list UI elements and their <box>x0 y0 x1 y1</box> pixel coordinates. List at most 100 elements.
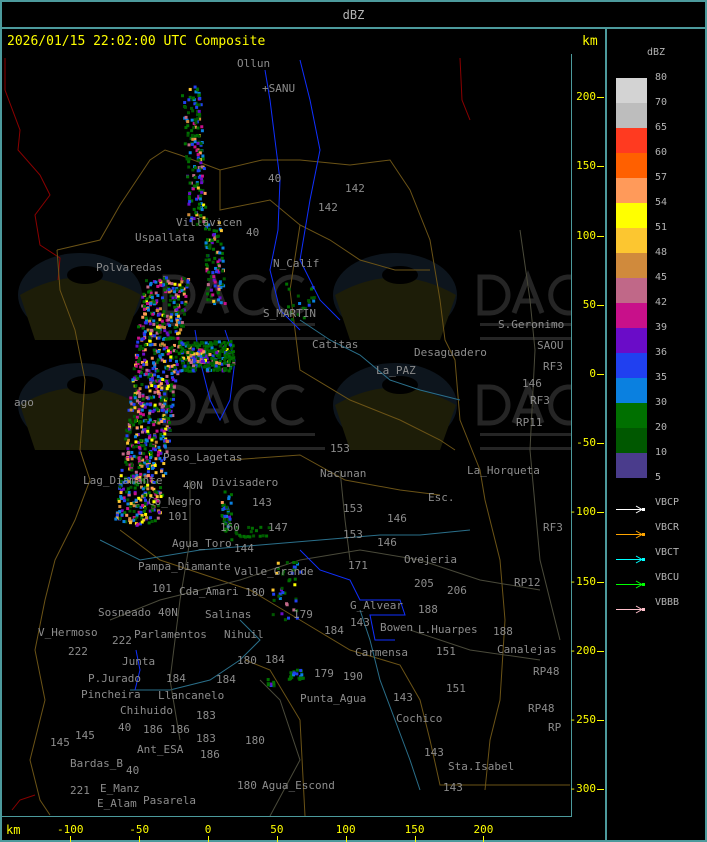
scale-label: 10 <box>655 447 668 458</box>
place-label: Pasarela <box>143 794 196 807</box>
y-tick-mark <box>597 235 604 237</box>
place-label: Divisadero <box>212 476 278 489</box>
place-label: 153 <box>343 528 363 541</box>
y-tick-label: -250 <box>569 713 597 726</box>
y-tick-mark <box>597 374 604 375</box>
place-label: Carmensa <box>355 646 408 659</box>
place-label: E_Alam <box>97 797 137 810</box>
place-label: 221 <box>70 784 90 797</box>
place-label: Punta_Agua <box>300 692 366 705</box>
place-label: Junta <box>122 655 155 668</box>
y-tick-label: 0 <box>589 367 596 380</box>
place-label: RF3 <box>530 394 550 407</box>
timestamp-title: 2026/01/15 22:02:00 UTC Composite <box>7 34 266 49</box>
radar-map[interactable]: Ollun +SANU 40 142 142 Villavicen Uspallata 40 N… <box>1 54 572 817</box>
scale-label: 60 <box>655 147 668 158</box>
legend-title: dBZ <box>647 47 666 58</box>
place-label: 143 <box>443 781 463 794</box>
map-boundary-line <box>169 480 191 741</box>
x-tick-mark <box>139 836 141 842</box>
x-tick-label: -50 <box>129 823 150 836</box>
place-label: Desaguadero <box>414 346 487 359</box>
map-boundary-line <box>299 549 406 641</box>
dacc-watermark-logo <box>333 363 571 450</box>
header-title: dBZ <box>342 8 365 22</box>
place-label: 180 <box>245 586 265 599</box>
place-label: RP12 <box>514 576 541 589</box>
place-label: RP48 <box>533 665 560 678</box>
place-label: 142 <box>318 201 338 214</box>
place-label: 143 <box>393 691 413 704</box>
color-swatch <box>616 278 647 303</box>
place-label: Villavicen <box>176 216 242 229</box>
scale-label: 30 <box>655 397 668 408</box>
place-label: Sta.Isabel <box>448 760 514 773</box>
radar-name: VBCT <box>655 547 680 558</box>
radar-arrow-icon <box>616 524 646 539</box>
place-label: RF3 <box>543 521 563 534</box>
place-label: 179 <box>293 608 313 621</box>
place-label: 101 <box>168 510 188 523</box>
scale-label: 20 <box>655 422 668 433</box>
place-label: 146 <box>377 536 397 549</box>
scale-label: 35 <box>655 372 668 383</box>
map-boundary-line <box>264 69 301 331</box>
place-label: 186 <box>200 748 220 761</box>
place-label: 206 <box>447 584 467 597</box>
place-label: Valle_Grande <box>234 565 313 578</box>
place-label: P.Jurado <box>88 672 141 685</box>
place-label: 186 <box>170 723 190 736</box>
radar-name: VBCR <box>655 522 680 533</box>
place-label: V_Hermoso <box>38 626 98 639</box>
color-swatch <box>616 228 647 253</box>
y-tick-label: 100 <box>576 228 596 242</box>
y-tick-label: -200 <box>569 643 597 657</box>
place-label: E_Manz <box>100 782 140 795</box>
place-label: S_MARTIN <box>263 307 316 320</box>
place-label: 160 <box>220 521 240 534</box>
y-tick-label: -100 <box>569 505 597 519</box>
place-label: Ant_ESA <box>137 743 184 756</box>
place-label: 184 <box>265 653 285 666</box>
x-tick-label: 50 <box>270 823 284 836</box>
place-label: 153 <box>343 502 363 515</box>
map-boundary-line <box>11 794 36 811</box>
place-label: 144 <box>234 542 254 555</box>
place-label: 179 <box>314 667 334 680</box>
place-label: 143 <box>424 746 444 759</box>
y-tick-mark <box>597 304 604 306</box>
scale-label: 45 <box>655 272 668 283</box>
place-label: 222 <box>68 645 88 658</box>
place-label: 145 <box>50 736 70 749</box>
place-label: Agua_Escond <box>262 779 335 792</box>
scale-label: 65 <box>655 122 668 133</box>
place-label: Canalejas <box>497 643 557 656</box>
radar-arrow-icon <box>616 574 646 589</box>
scale-label: 48 <box>655 247 668 258</box>
place-label: Paso_Lagetas <box>163 451 242 464</box>
map-boundary-line <box>229 454 441 496</box>
map-boundary-line <box>359 609 421 791</box>
color-swatch <box>616 178 647 203</box>
y-tick-mark <box>597 581 604 583</box>
top-title-bar: dBZ <box>0 0 707 29</box>
map-boundary-line <box>339 469 351 561</box>
place-label: Nihuil <box>224 628 264 641</box>
place-label: Lag_Diamante <box>83 474 162 487</box>
x-tick-mark <box>345 836 347 842</box>
radar-name: VBCU <box>655 572 680 583</box>
place-label: Pincheira <box>81 688 141 701</box>
place-label: Cda_Amari <box>179 585 239 598</box>
place-label: Parlamentos <box>134 628 207 641</box>
y-tick-label: -50 <box>576 436 596 450</box>
color-swatch <box>616 128 647 153</box>
place-label: 186 <box>143 723 163 736</box>
place-label: S.Geronimo <box>498 318 564 331</box>
place-label: SAOU <box>537 339 564 352</box>
place-label: 147 <box>268 521 288 534</box>
place-label: 151 <box>436 645 456 658</box>
color-swatch <box>616 453 647 478</box>
place-label: 222 <box>112 634 132 647</box>
place-label: 188 <box>493 625 513 638</box>
